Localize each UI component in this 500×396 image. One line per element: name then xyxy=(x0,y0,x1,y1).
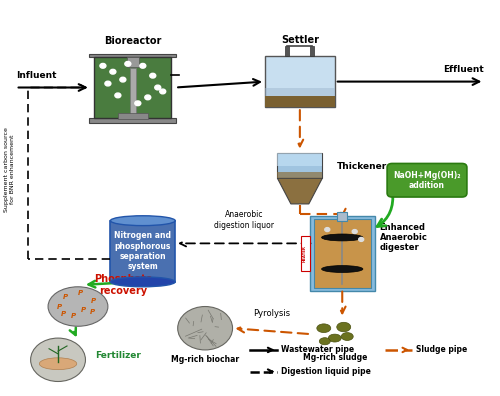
Text: Anaerobic
digestion liquor: Anaerobic digestion liquor xyxy=(214,210,274,230)
Text: Enhanced
Anaerobic
digester: Enhanced Anaerobic digester xyxy=(380,223,428,252)
Circle shape xyxy=(100,63,106,68)
Bar xyxy=(300,236,310,270)
Bar xyxy=(265,56,335,107)
Text: Digestion liquid pipe: Digestion liquid pipe xyxy=(281,367,371,376)
Text: Bioreactor: Bioreactor xyxy=(104,36,162,46)
Polygon shape xyxy=(278,152,322,178)
Circle shape xyxy=(115,93,121,98)
Bar xyxy=(310,215,375,291)
Circle shape xyxy=(178,307,233,350)
Text: P: P xyxy=(63,294,68,300)
Circle shape xyxy=(125,61,131,66)
Text: P: P xyxy=(90,298,96,304)
Bar xyxy=(94,57,172,118)
FancyBboxPatch shape xyxy=(387,164,467,197)
Bar xyxy=(265,88,335,96)
Bar xyxy=(89,53,176,57)
Bar xyxy=(338,212,347,221)
Text: Pyrolysis: Pyrolysis xyxy=(253,309,290,318)
Polygon shape xyxy=(278,172,322,178)
Text: Nitrogen and
phosphorous
separation
system: Nitrogen and phosphorous separation syst… xyxy=(114,231,172,271)
Ellipse shape xyxy=(320,338,330,345)
Bar xyxy=(265,96,335,107)
Ellipse shape xyxy=(110,216,175,226)
Ellipse shape xyxy=(328,334,341,342)
Circle shape xyxy=(140,63,146,68)
Ellipse shape xyxy=(337,322,350,332)
Bar xyxy=(127,57,139,67)
Text: HEATER: HEATER xyxy=(303,245,307,262)
Text: Influent: Influent xyxy=(16,71,56,80)
Text: Settler: Settler xyxy=(281,35,319,45)
Bar xyxy=(130,68,136,114)
Circle shape xyxy=(30,338,86,381)
Bar xyxy=(110,221,175,282)
Text: Supplement carbon source
for BNR enhancement: Supplement carbon source for BNR enhance… xyxy=(4,127,15,212)
Circle shape xyxy=(145,95,151,100)
Text: P: P xyxy=(90,309,94,316)
Text: Fertilizer: Fertilizer xyxy=(96,351,142,360)
Circle shape xyxy=(110,69,116,74)
Text: P: P xyxy=(78,291,83,297)
Circle shape xyxy=(120,77,126,82)
Text: NaOH+Mg(OH)₂
addition: NaOH+Mg(OH)₂ addition xyxy=(393,171,461,190)
Bar xyxy=(286,46,290,56)
Bar xyxy=(314,219,371,288)
Text: Mg-rich biochar: Mg-rich biochar xyxy=(171,355,239,364)
Text: Wastewater pipe: Wastewater pipe xyxy=(281,345,354,354)
Circle shape xyxy=(150,73,156,78)
Bar xyxy=(89,118,176,123)
Text: Effluent: Effluent xyxy=(444,65,484,74)
Text: P: P xyxy=(70,313,76,320)
Ellipse shape xyxy=(322,266,363,272)
Circle shape xyxy=(135,101,141,106)
Bar xyxy=(310,46,314,56)
Text: P: P xyxy=(60,311,66,318)
Circle shape xyxy=(325,228,330,232)
Circle shape xyxy=(155,85,160,90)
Ellipse shape xyxy=(317,324,331,333)
Text: P: P xyxy=(56,303,62,310)
Circle shape xyxy=(105,81,111,86)
Ellipse shape xyxy=(341,333,353,341)
Text: Phosphate
recovery: Phosphate recovery xyxy=(94,274,152,296)
Polygon shape xyxy=(278,152,322,166)
Bar xyxy=(118,113,148,119)
Circle shape xyxy=(160,89,166,94)
Text: Mg-rich sludge: Mg-rich sludge xyxy=(302,353,367,362)
Ellipse shape xyxy=(110,277,175,287)
Ellipse shape xyxy=(40,358,76,369)
Text: Sludge pipe: Sludge pipe xyxy=(416,345,467,354)
Ellipse shape xyxy=(48,287,108,326)
Text: Thickener: Thickener xyxy=(338,162,388,171)
Circle shape xyxy=(358,238,364,242)
Text: P: P xyxy=(80,307,86,314)
Circle shape xyxy=(352,230,357,234)
Ellipse shape xyxy=(322,234,363,241)
Polygon shape xyxy=(278,178,322,204)
